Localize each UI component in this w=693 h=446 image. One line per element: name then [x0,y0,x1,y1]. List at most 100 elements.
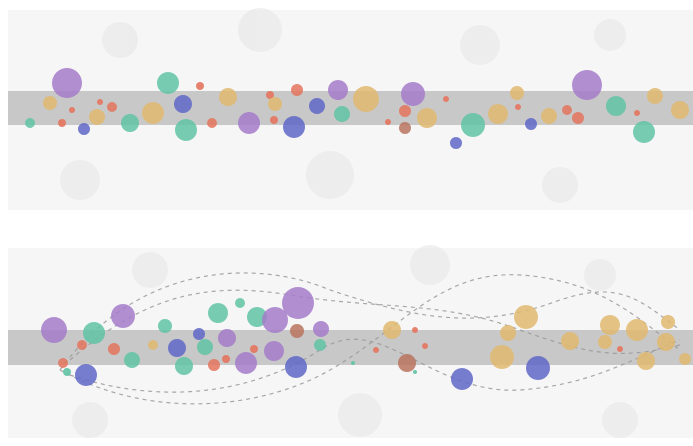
bubble-red [443,96,449,102]
bubble-gold [661,315,675,329]
bubble-purple [52,68,82,98]
bubble-teal [157,72,179,94]
bubble-teal [334,106,350,122]
bubble-brown [290,324,304,338]
bubble-teal [158,319,172,333]
bubble-blue [283,116,305,138]
bubble-blue [450,137,462,149]
bubble-teal [413,370,417,374]
bubble-gold [637,352,655,370]
bubble-red [207,118,217,128]
bubble-red [422,343,428,349]
bubble-purple [111,304,135,328]
bubble-purple [264,341,284,361]
bubble-gold [600,315,620,335]
bubble-red [107,102,117,112]
bubble-gold [500,325,516,341]
bubble-red [208,359,220,371]
bubble-purple [218,329,236,347]
bubble-red [266,91,274,99]
bubble-teal [461,113,485,137]
bubble-teal [247,307,267,327]
bubble-red [399,105,411,117]
bubble-blue [526,356,550,380]
bubble-gold [383,321,401,339]
bubble-teal [351,361,355,365]
bubble-gold [219,88,237,106]
bubble-gold [353,86,379,112]
bubble-gold [657,333,675,351]
bubble-gold [671,101,689,119]
bubble-teal [314,339,326,351]
bubble-red [634,110,640,116]
bubble-gold [514,305,538,329]
bubble-red [562,105,572,115]
bubble-purple [572,70,602,100]
flow-line-1 [59,272,681,371]
band-bottom [8,330,693,365]
bubble-blue [168,339,186,357]
bubble-red [412,327,418,333]
bubble-red [572,112,584,124]
bubble-gold [89,109,105,125]
bubble-purple [401,82,425,106]
bubble-blue [285,356,307,378]
bubble-red [196,82,204,90]
bubble-blue [193,328,205,340]
bubble-red [291,84,303,96]
bubble-purple [235,352,257,374]
bubble-teal [208,303,228,323]
bubble-purple [313,321,329,337]
bubble-gold [561,332,579,350]
bubble-gold [488,104,508,124]
bubble-blue [75,364,97,386]
bubble-red [58,119,66,127]
bubble-teal [25,118,35,128]
bubble-gold [510,86,524,100]
bubble-teal [235,298,245,308]
bubbles-top [25,68,689,149]
bubble-red [77,340,87,350]
bubble-purple [262,307,288,333]
bubble-teal [633,121,655,143]
bubble-gold [598,335,612,349]
bubble-red [270,116,278,124]
bubble-teal [197,339,213,355]
bubble-blue [451,368,473,390]
dashed-flow-lines [59,272,681,405]
bubble-brown [398,354,416,372]
bubble-red [97,99,103,105]
bubble-purple [282,287,314,319]
bubble-red [385,119,391,125]
bubble-brown [399,122,411,134]
bubble-purple [238,112,260,134]
bubble-red [69,107,75,113]
bubble-blue [174,95,192,113]
bubble-teal [175,119,197,141]
flow-line-2 [59,274,681,405]
bubble-gold [679,353,691,365]
bubble-purple [328,80,348,100]
bubble-blue [309,98,325,114]
flow-line-3 [69,289,681,361]
bubble-teal [175,357,193,375]
bubble-red [250,345,258,353]
bubble-blue [525,118,537,130]
bubble-gold [268,97,282,111]
bubble-teal [606,96,626,116]
bubble-red [617,346,623,352]
bubble-gold [148,340,158,350]
bubble-gold [43,96,57,110]
bubble-gold [647,88,663,104]
bubble-teal [63,368,71,376]
bubble-teal [124,352,140,368]
flow-line-4 [69,338,681,393]
bubble-red [222,355,230,363]
bubble-gold [417,108,437,128]
bubble-purple [41,317,67,343]
bubble-teal [121,114,139,132]
bubble-red [108,343,120,355]
bubble-red [58,358,68,368]
